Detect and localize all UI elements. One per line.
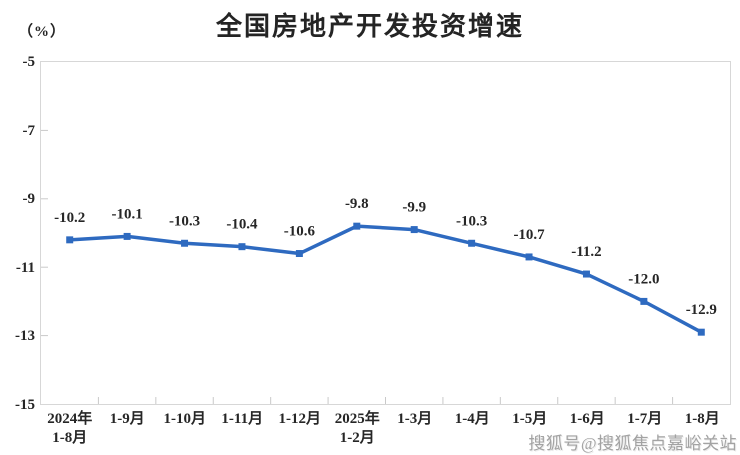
y-axis-labels: -5 -7 -9 -11 -13 -15 xyxy=(0,54,36,413)
x-axis-category-line: 1-10月 xyxy=(163,411,207,427)
data-label: -10.6 xyxy=(284,224,316,240)
data-point-marker xyxy=(697,328,705,336)
x-axis-category-line: 1-4月 xyxy=(454,411,490,427)
x-axis-category-label: 1-7月 xyxy=(627,410,662,429)
data-label: -10.4 xyxy=(226,217,258,233)
x-axis-category-line: 1-5月 xyxy=(512,411,548,427)
x-axis-category-line: 1-7月 xyxy=(627,411,663,427)
data-label: -10.7 xyxy=(513,227,545,243)
x-axis-category-line: 1-12月 xyxy=(278,411,322,427)
data-label: -12.9 xyxy=(686,302,717,318)
data-point-marker xyxy=(640,297,648,305)
line-chart-svg: -10.2 -10.1 -10.3 -10.4 -10.6 -9.8 -9.9 -10.3 -1… xyxy=(41,129,717,404)
x-axis-category-label: 1-10月 xyxy=(164,410,207,429)
data-label: -10.3 xyxy=(169,213,200,229)
data-point-marker xyxy=(181,239,189,247)
data-point-marker xyxy=(295,250,303,258)
x-axis-category-label: 1-12月 xyxy=(279,410,322,429)
data-point-marker xyxy=(468,239,476,247)
chart-title: 全国房地产开发投资增速 xyxy=(215,12,524,41)
x-axis-category-line: 1-9月 xyxy=(109,411,145,427)
data-label: -10.1 xyxy=(112,206,143,222)
x-axis-category-line: 1-11月 xyxy=(221,411,264,427)
y-axis-tick-label: -15 xyxy=(15,397,35,413)
y-axis-tick-label: -5 xyxy=(22,54,36,70)
x-axis-category-label: 1-4月 xyxy=(455,410,490,429)
x-axis-category-line: 1-8月 xyxy=(684,411,720,427)
data-point-marker xyxy=(123,232,131,240)
x-axis-category-label: 2025年 1-2月 xyxy=(335,410,380,448)
data-point-marker xyxy=(238,243,246,251)
data-label: -10.2 xyxy=(54,210,85,226)
x-axis-category-label: 1-9月 xyxy=(110,410,145,429)
y-axis-unit-label: （%） xyxy=(18,24,67,40)
data-point-marker xyxy=(582,270,590,278)
data-label: -10.3 xyxy=(456,213,487,229)
data-point-marker xyxy=(525,253,533,261)
plot-area: -10.2 -10.1 -10.3 -10.4 -10.6 -9.8 -9.9 -10.3 -1… xyxy=(40,61,731,405)
x-axis-category-line: 1-8月 xyxy=(52,430,88,446)
x-axis-category-line: 1-3月 xyxy=(397,411,433,427)
data-label: -9.9 xyxy=(402,200,426,216)
x-axis-category-line: 2024年 xyxy=(47,411,93,427)
data-label: -12.0 xyxy=(628,271,659,287)
x-axis-category-label: 2024年 1-8月 xyxy=(47,410,92,448)
series-line xyxy=(68,224,704,334)
x-axis-category-line: 1-6月 xyxy=(569,411,605,427)
x-axis-category-label: 1-6月 xyxy=(570,410,605,429)
x-axis-category-line: 2025年 xyxy=(334,411,380,427)
x-axis-category-label: 1-8月 xyxy=(685,410,720,429)
data-label: -9.8 xyxy=(345,196,369,212)
data-point-marker xyxy=(66,236,74,244)
data-point-marker xyxy=(353,222,361,230)
x-axis-category-label: 1-3月 xyxy=(397,410,432,429)
data-point-marker xyxy=(410,226,418,234)
x-axis-category-label: 1-5月 xyxy=(512,410,547,429)
y-axis-tick-label: -7 xyxy=(22,122,36,139)
x-axis-category-label: 1-11月 xyxy=(221,410,263,429)
y-axis-tick-label: -13 xyxy=(15,328,35,345)
y-axis-tick-label: -11 xyxy=(15,259,35,276)
data-label: -11.2 xyxy=(571,244,601,260)
watermark: 搜狐号@搜狐焦点嘉峪关站 xyxy=(528,434,737,453)
x-axis-labels: 2024年 1-8月 1-9月 1-10月 1-11月 1-12月 2025年 1-2月 1-3… xyxy=(41,410,731,452)
y-axis-tick-label: -9 xyxy=(22,191,36,208)
x-axis-category-line: 1-2月 xyxy=(339,430,375,446)
